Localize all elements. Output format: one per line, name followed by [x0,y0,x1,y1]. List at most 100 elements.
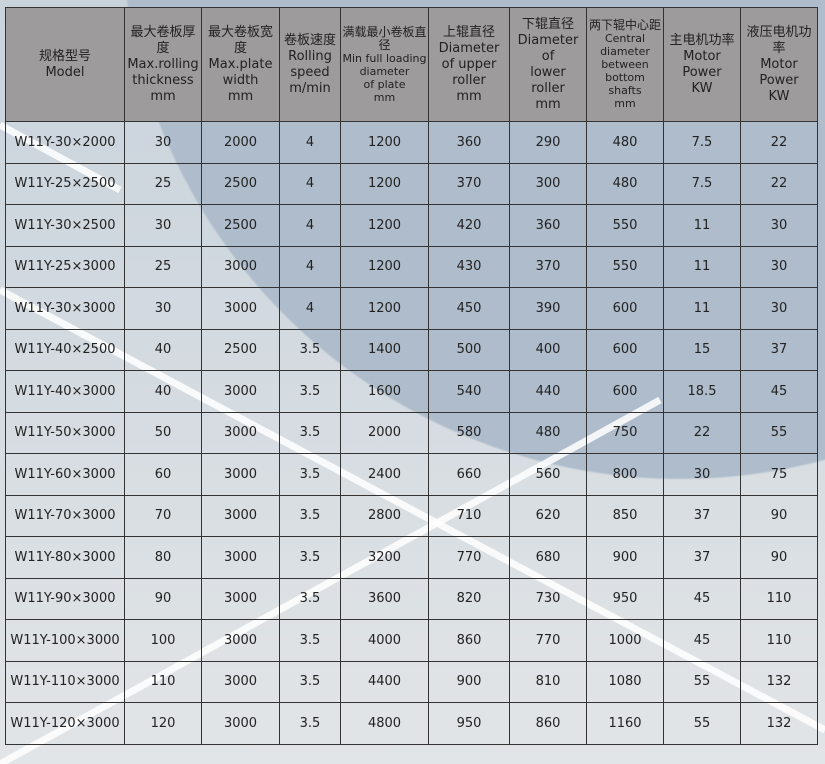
table-row: W11Y-40×3000 40 3000 3.5 1600 540 440 600 18.5 45 [5,370,818,413]
table-cell: 7.5 [663,162,741,205]
table-cell: 2800 [340,494,429,537]
table-cell: 440 [509,370,587,413]
header-en: Max.rolling [127,56,199,72]
table-cell: 3000 [201,453,280,496]
header-en: mm [614,97,636,110]
table-cell: 3.5 [279,494,341,537]
table-cell: 2500 [201,328,280,371]
table-cell: 3000 [201,370,280,413]
table-cell: 370 [428,162,510,205]
header-zh: 两下辊中心距 [588,18,661,32]
table-cell: W11Y-60×3000 [5,453,125,496]
table-cell: 40 [124,370,202,413]
table-cell: 25 [124,162,202,205]
table-cell: 11 [663,204,741,247]
header-row: 规格型号 Model 最大卷板厚度 Max.rolling thickness mm 最大卷… [5,7,818,122]
table-cell: 3.5 [279,536,341,579]
column-header: 最大卷板厚度 Max.rolling thickness mm [124,7,202,122]
table-cell: 1200 [340,287,429,330]
table-cell: 600 [586,328,664,371]
table-row: W11Y-70×3000 70 3000 3.5 2800 710 620 850 37 90 [5,494,818,537]
table-cell: 550 [586,204,664,247]
table-cell: 3.5 [279,619,341,662]
table-cell: 70 [124,494,202,537]
table-cell: 3.5 [279,577,341,620]
table-cell: 4800 [340,702,429,745]
table-cell: 950 [586,577,664,620]
header-en: speed [290,64,330,80]
table-cell: 900 [586,536,664,579]
table-cell: 1080 [586,660,664,703]
table-cell: W11Y-25×3000 [5,245,125,288]
table-cell: 110 [740,577,818,620]
header-en: m/min [289,80,331,96]
table-cell: 40 [124,328,202,371]
table-cell: 3000 [201,619,280,662]
table-cell: 680 [509,536,587,579]
header-en: Motor [683,48,721,64]
header-zh: 最大卷板宽度 [207,24,273,56]
header-en: mm [150,88,176,104]
table-cell: 820 [428,577,510,620]
table-cell: 30 [663,453,741,496]
table-cell: W11Y-30×3000 [5,287,125,330]
header-en: Power [759,72,799,88]
table-row: W11Y-60×3000 60 3000 3.5 2400 660 560 800 30 75 [5,453,818,496]
table-cell: W11Y-80×3000 [5,536,125,579]
table-cell: 550 [586,245,664,288]
table-cell: 22 [740,162,818,205]
table-cell: 810 [509,660,587,703]
table-cell: 950 [428,702,510,745]
column-header: 卷板速度 Rolling speed m/min [279,7,341,122]
column-header: 最大卷板宽度 Max.plate width mm [201,7,280,122]
table-cell: 860 [509,702,587,745]
table-cell: 37 [663,536,741,579]
table-cell: 4 [279,121,341,164]
table-row: W11Y-25×3000 25 3000 4 1200 430 370 550 11 30 [5,245,818,288]
table-cell: 75 [740,453,818,496]
column-header: 下辊直径 Diameter of lower roller mm [509,7,587,122]
table-cell: 15 [663,328,741,371]
table-cell: 300 [509,162,587,205]
table-cell: 37 [663,494,741,537]
table-cell: 11 [663,287,741,330]
table-cell: 90 [740,536,818,579]
table-cell: 1160 [586,702,664,745]
table-cell: 2400 [340,453,429,496]
table-cell: 25 [124,245,202,288]
table-cell: 45 [663,619,741,662]
table-cell: 30 [740,245,818,288]
column-header: 两下辊中心距 Central diameter between bottom shaft… [586,7,664,122]
table-cell: 580 [428,411,510,454]
table-cell: 30 [124,121,202,164]
table-cell: 710 [428,494,510,537]
table-cell: 2500 [201,162,280,205]
table-cell: 3000 [201,494,280,537]
header-en: mm [535,96,561,112]
table-cell: 110 [740,619,818,662]
table-cell: 7.5 [663,121,741,164]
table-cell: 1200 [340,245,429,288]
table-cell: 3.5 [279,453,341,496]
table-cell: 770 [428,536,510,579]
table-cell: W11Y-50×3000 [5,411,125,454]
table-cell: 3.5 [279,328,341,371]
table-cell: 55 [663,660,741,703]
table-cell: 750 [586,411,664,454]
table-cell: 1200 [340,204,429,247]
table-cell: 480 [509,411,587,454]
table-cell: 730 [509,577,587,620]
table-row: W11Y-25×2500 25 2500 4 1200 370 300 480 7.5 22 [5,162,818,205]
table-cell: 4 [279,204,341,247]
header-en: between [601,58,649,71]
table-cell: 850 [586,494,664,537]
table-cell: W11Y-40×2500 [5,328,125,371]
table-cell: 80 [124,536,202,579]
header-en: width [222,72,259,88]
table-cell: 3000 [201,245,280,288]
table-cell: W11Y-110×3000 [5,660,125,703]
table-cell: 90 [740,494,818,537]
table-cell: 660 [428,453,510,496]
table-cell: 3000 [201,536,280,579]
table-cell: 22 [740,121,818,164]
